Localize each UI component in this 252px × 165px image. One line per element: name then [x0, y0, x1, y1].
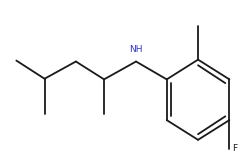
- Text: F: F: [232, 144, 237, 153]
- Text: NH: NH: [129, 45, 143, 54]
